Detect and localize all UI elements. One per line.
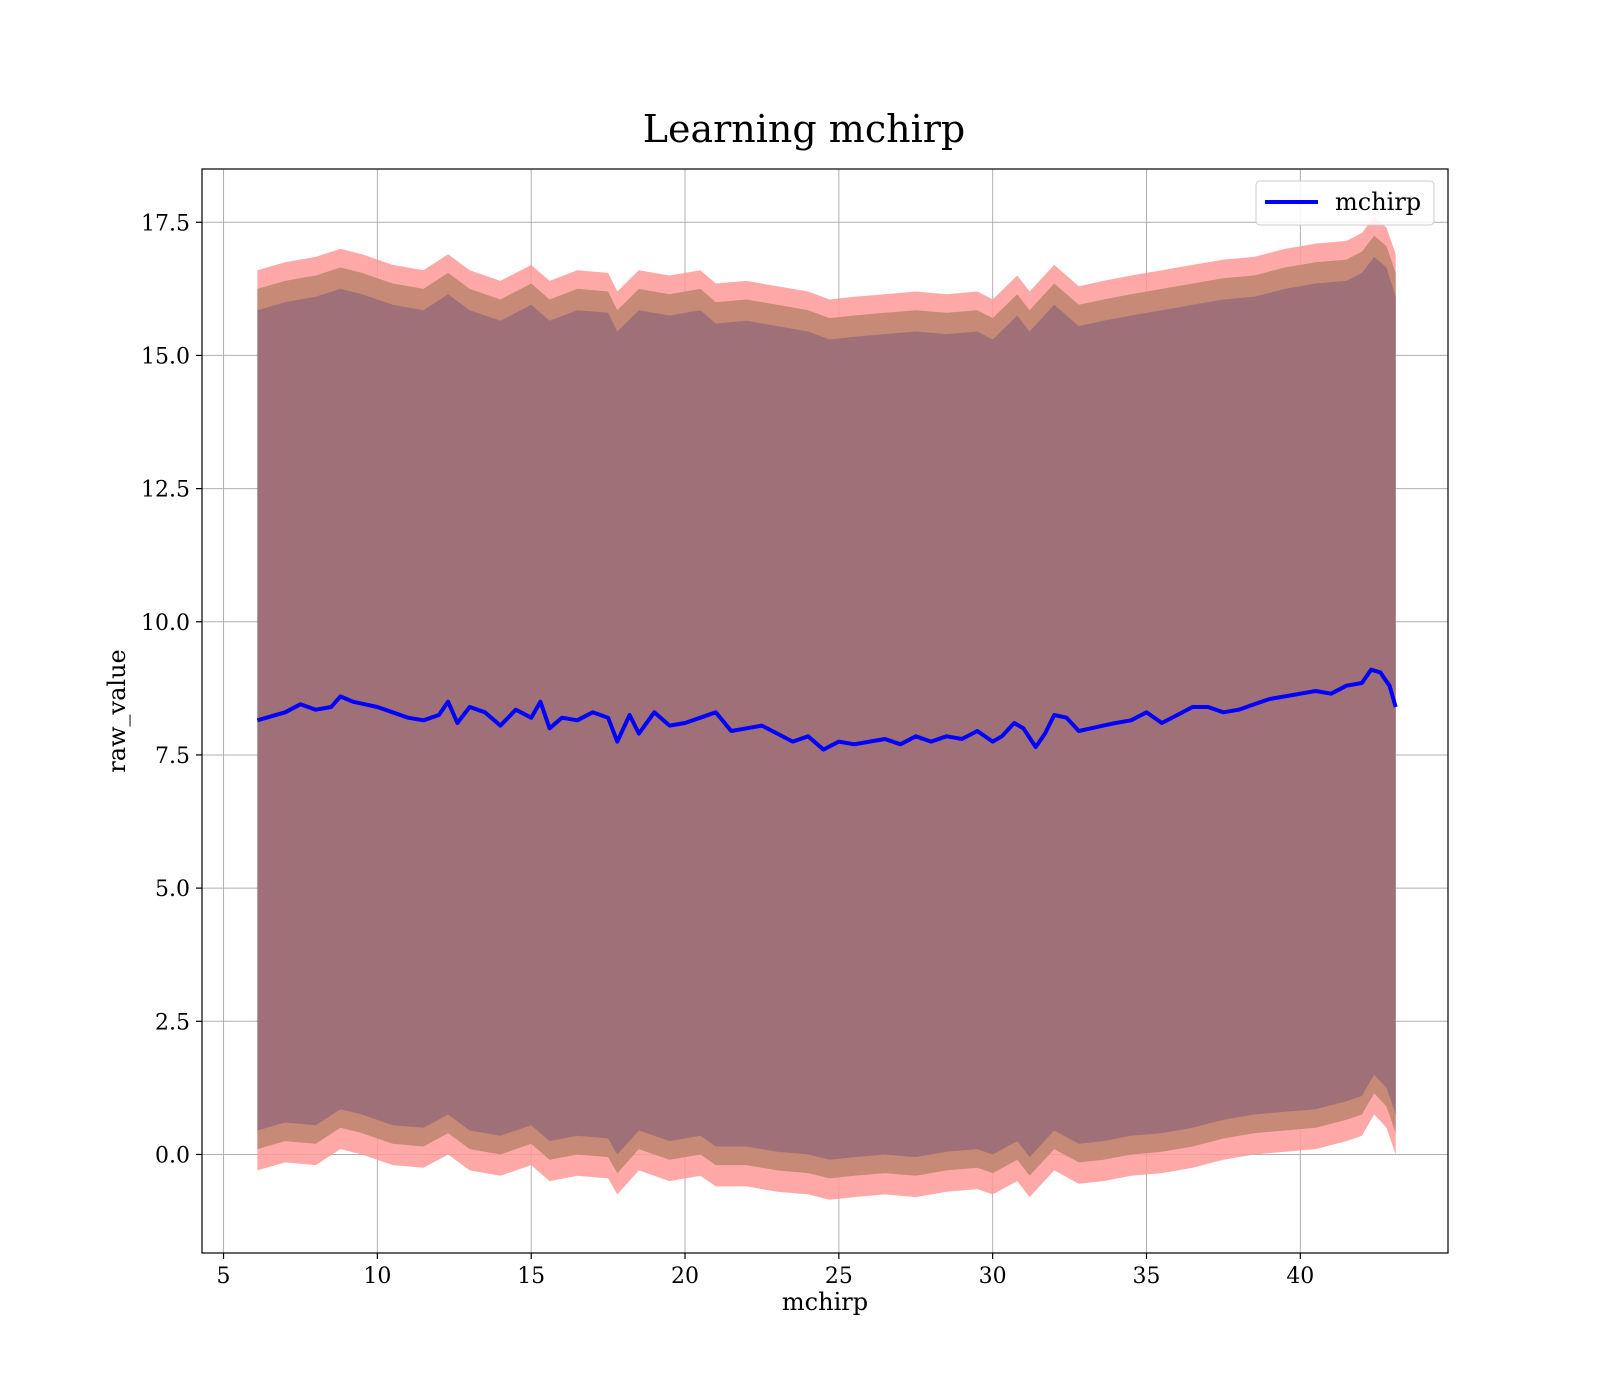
series-lines	[256, 667, 1398, 752]
x-tick-label: 20	[671, 1264, 699, 1289]
y-axis-label: raw_value	[103, 649, 131, 773]
y-tick-label: 15.0	[141, 344, 190, 369]
x-tick-label: 35	[1132, 1264, 1160, 1289]
x-tick-label: 5	[217, 1264, 231, 1289]
x-tick-label: 40	[1286, 1264, 1314, 1289]
x-tick-label: 25	[825, 1264, 853, 1289]
x-tick-label: 15	[517, 1264, 545, 1289]
series-line-mchirp	[256, 667, 1398, 752]
x-tick-label: 30	[979, 1264, 1007, 1289]
plot-frame	[201, 168, 1449, 1254]
chart-title: Learning mchirp	[643, 107, 965, 151]
x-tick-label: 10	[363, 1264, 391, 1289]
band-inner	[257, 256, 1396, 1160]
bands	[257, 216, 1396, 1200]
y-tick-label: 0.0	[155, 1143, 190, 1168]
y-axis-ticks: 0.0 2.5 5.0 7.5 10.0 12.5 15.0 17.5	[141, 211, 202, 1168]
legend-label-mchirp: mchirp	[1335, 188, 1421, 216]
legend-box	[1255, 180, 1435, 226]
y-tick-label: 5.0	[155, 877, 190, 902]
y-tick-label: 2.5	[155, 1010, 190, 1035]
legend: mchirp	[1255, 180, 1435, 226]
y-tick-label: 7.5	[155, 744, 190, 769]
x-axis-ticks: 5 10 15 20 25 30 35 40	[217, 1253, 1314, 1289]
y-tick-label: 10.0	[141, 611, 190, 636]
x-axis-label: mchirp	[782, 1288, 868, 1316]
y-tick-label: 12.5	[141, 478, 190, 503]
y-tick-label: 17.5	[141, 211, 190, 236]
